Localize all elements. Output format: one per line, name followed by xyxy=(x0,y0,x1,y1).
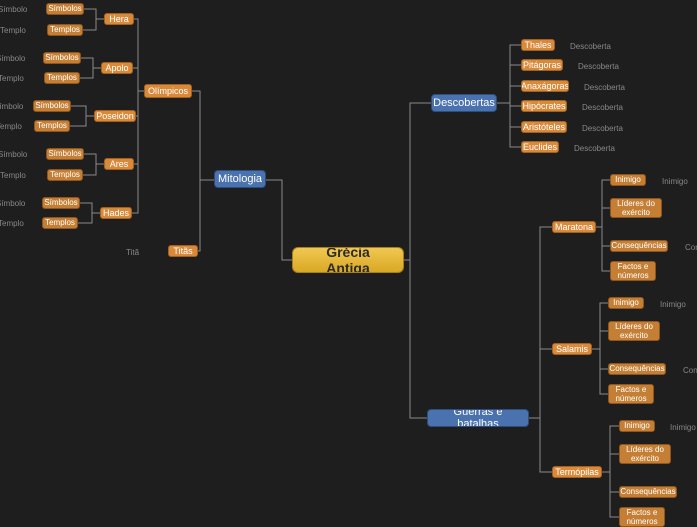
label-templo-4: Templo xyxy=(0,219,24,228)
label-simbolo-2: Símbolo xyxy=(0,102,23,111)
node-m_in[interactable]: Inimigo xyxy=(610,174,646,186)
label-inimigo-0: Inimigo xyxy=(662,177,688,186)
node-s_lid[interactable]: Líderes do exército xyxy=(608,321,660,341)
node-hera_sim[interactable]: Símbolos xyxy=(46,3,84,15)
node-s_con[interactable]: Consequências xyxy=(608,363,666,375)
node-s_fac[interactable]: Factos e números xyxy=(608,384,654,404)
node-apolo_tem[interactable]: Templos xyxy=(44,72,80,84)
node-m_con[interactable]: Consequências xyxy=(610,240,668,252)
edge xyxy=(266,180,292,260)
node-m_lid[interactable]: Líderes do exército xyxy=(610,198,662,218)
edge xyxy=(134,19,144,91)
edge xyxy=(529,349,552,418)
node-termopilas[interactable]: Termópilas xyxy=(552,466,602,478)
node-poseidon[interactable]: Poseidon xyxy=(94,110,136,122)
node-apolo[interactable]: Apolo xyxy=(101,62,133,74)
label-simbolo-4: Símbolo xyxy=(0,199,25,208)
node-olimpicos[interactable]: Olímpicos xyxy=(144,84,192,98)
node-anaxagoras[interactable]: Anaxágoras xyxy=(521,80,569,92)
label-descoberta-5: Descoberta xyxy=(574,144,615,153)
node-pose_tem[interactable]: Templos xyxy=(34,120,70,132)
edge xyxy=(71,106,94,116)
node-hades_tem[interactable]: Templos xyxy=(42,217,78,229)
node-t_fac[interactable]: Factos e números xyxy=(619,507,665,527)
edge xyxy=(78,213,100,223)
node-pitagoras[interactable]: Pitágoras xyxy=(521,59,563,71)
edge xyxy=(592,349,608,394)
node-aristoteles[interactable]: Aristóteles xyxy=(521,121,567,133)
label-descoberta-2: Descoberta xyxy=(584,83,625,92)
edge xyxy=(596,180,610,227)
label-descoberta-3: Descoberta xyxy=(582,103,623,112)
edge xyxy=(497,65,521,103)
edge xyxy=(84,154,104,164)
edge xyxy=(133,68,144,91)
edge xyxy=(134,91,144,164)
edge xyxy=(497,45,521,103)
node-pose_sim[interactable]: Símbolos xyxy=(33,100,71,112)
label-templo-1: Templo xyxy=(0,74,24,83)
edge xyxy=(83,164,104,175)
label-cons-1: Cons xyxy=(683,366,697,375)
node-descobertas[interactable]: Descobertas xyxy=(431,94,497,112)
node-thales[interactable]: Thales xyxy=(521,39,555,51)
edge xyxy=(80,203,100,213)
edge xyxy=(602,472,619,517)
edge xyxy=(596,227,610,246)
edge xyxy=(198,180,214,251)
node-titas[interactable]: Titãs xyxy=(168,245,198,257)
node-ares_sim[interactable]: Símbolos xyxy=(46,148,84,160)
edge xyxy=(497,103,521,147)
label-simbolo-3: Símbolo xyxy=(0,150,27,159)
edge xyxy=(84,9,104,19)
label-descoberta-4: Descoberta xyxy=(582,124,623,133)
label-templo-0: Templo xyxy=(0,26,26,35)
label-simbolo-0: Símbolo xyxy=(0,5,27,14)
node-t_lid[interactable]: Líderes do exército xyxy=(619,444,671,464)
label-inimigo-1: Inimigo xyxy=(660,300,686,309)
label-templo-3: Templo xyxy=(0,171,26,180)
label-inimigo-2: Inimigo xyxy=(670,423,696,432)
node-hera[interactable]: Hera xyxy=(104,13,134,25)
edge xyxy=(192,91,214,180)
edge xyxy=(529,418,552,472)
edge xyxy=(70,116,94,126)
node-s_in[interactable]: Inimigo xyxy=(608,297,644,309)
node-hipocrates[interactable]: Hipócrates xyxy=(521,100,567,112)
node-t_con[interactable]: Consequências xyxy=(619,486,677,498)
node-euclides[interactable]: Euclides xyxy=(521,141,559,153)
edge xyxy=(596,227,610,271)
edge xyxy=(404,260,427,418)
edge xyxy=(80,68,101,78)
node-salamis[interactable]: Salamis xyxy=(552,343,592,355)
node-t_in[interactable]: Inimigo xyxy=(619,420,655,432)
edge xyxy=(136,91,144,116)
node-ares[interactable]: Ares xyxy=(104,158,134,170)
node-hades_sim[interactable]: Símbolos xyxy=(42,197,80,209)
edge xyxy=(497,86,521,103)
node-hera_tem[interactable]: Templos xyxy=(47,24,83,36)
node-hades[interactable]: Hades xyxy=(100,207,132,219)
node-ares_tem[interactable]: Templos xyxy=(47,169,83,181)
label-cons-0: Cons xyxy=(685,243,697,252)
label-descoberta-0: Descoberta xyxy=(570,42,611,51)
label-descoberta-1: Descoberta xyxy=(578,62,619,71)
edge xyxy=(81,58,101,68)
edge xyxy=(83,19,104,30)
edge xyxy=(602,454,619,472)
node-mitologia[interactable]: Mitologia xyxy=(214,170,266,188)
node-maratona[interactable]: Maratona xyxy=(552,221,596,233)
edge xyxy=(497,103,521,127)
root-node[interactable]: Grécia Antiga xyxy=(292,247,404,273)
node-apolo_sim[interactable]: Símbolos xyxy=(43,52,81,64)
node-guerras[interactable]: Guerras e batalhas xyxy=(427,409,529,427)
label-templo-2: Templo xyxy=(0,122,22,131)
node-m_fac[interactable]: Factos e números xyxy=(610,261,656,281)
label-tita: Titã xyxy=(126,248,139,257)
edge xyxy=(596,208,610,227)
label-simbolo-1: Símbolo xyxy=(0,54,25,63)
edge xyxy=(404,103,431,260)
edge xyxy=(592,331,608,349)
